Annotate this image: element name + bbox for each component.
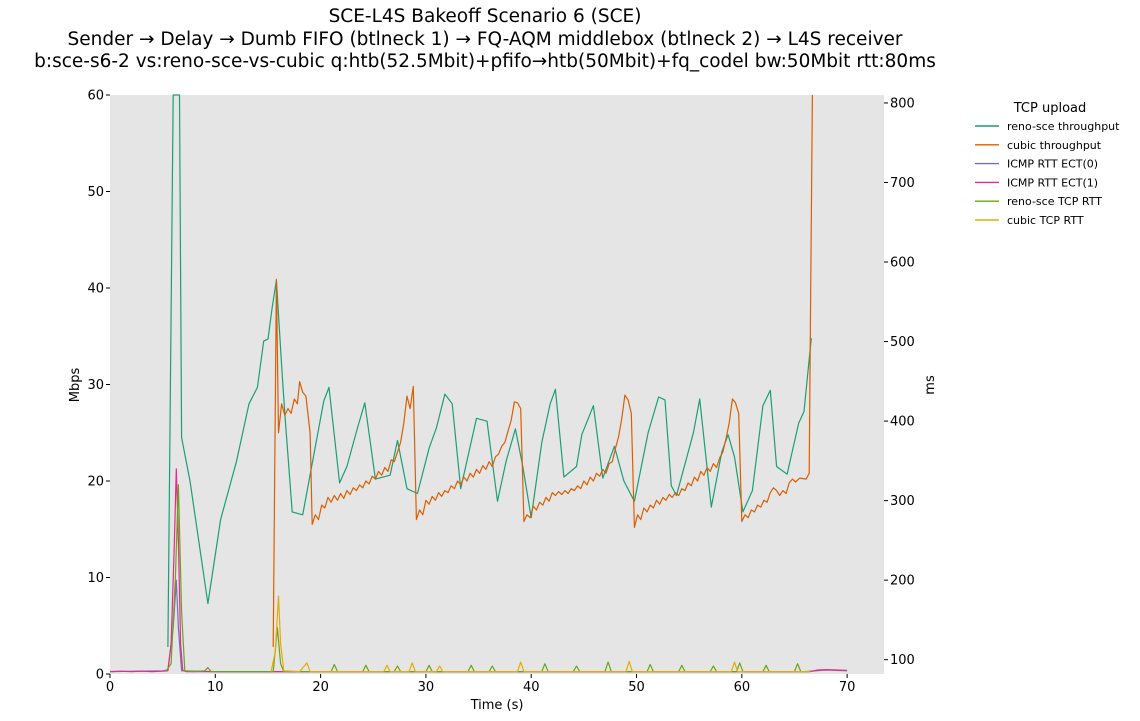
series-line-cubic-tcp-rtt [270,595,811,673]
x-tick-label: 50 [628,680,645,695]
series-line-reno-sce-throughput [167,94,812,648]
series-layer [109,94,848,673]
y-tick-label: 60 [87,89,104,104]
y-tick-label: 20 [87,475,104,490]
x-axis-label: Time (s) [470,698,524,713]
legend-entry: cubic throughput [1007,139,1102,152]
series-line-cubic-throughput [272,94,814,648]
x-tick-label: 30 [418,680,435,695]
y2-tick-label: 600 [890,256,915,271]
y2-tick-label: 500 [890,335,915,350]
x-tick-label: 40 [523,680,540,695]
legend-entry: ICMP RTT ECT(1) [1007,176,1098,189]
y-tick-label: 10 [87,571,104,586]
legend-title: TCP upload [1013,101,1087,116]
y2-axis-label: ms [923,375,938,395]
y2-tick-label: 100 [890,653,915,668]
y-tick-label: 40 [87,282,104,297]
x-tick-label: 70 [839,680,856,695]
x-tick-label: 20 [312,680,329,695]
y-tick-label: 0 [96,668,104,683]
legend-entry: reno-sce throughput [1007,120,1120,133]
plot-area-background [110,95,884,674]
legend-entry: ICMP RTT ECT(0) [1007,158,1098,171]
chart-subtitle-params: b:sce-s6-2 vs:reno-sce-vs-cubic q:htb(52… [34,51,936,72]
y-axis-label: Mbps [68,368,83,403]
legend-entry: reno-sce TCP RTT [1007,195,1102,208]
legend: TCP upload reno-sce throughput cubic thro… [975,101,1120,227]
y2-tick-label: 200 [890,574,915,589]
y-tick-label: 30 [87,378,104,393]
y2-tick-label: 400 [890,415,915,430]
x-tick-label: 0 [106,680,114,695]
chart-subtitle: Sender → Delay → Dumb FIFO (btlneck 1) →… [67,29,903,50]
y2-tick-label: 700 [890,176,915,191]
y2-tick-label: 300 [890,494,915,509]
y-tick-label: 50 [87,185,104,200]
axis-layer: 0 10 20 30 40 50 60 700102030405060100200300400… [87,89,914,696]
y2-tick-label: 800 [890,96,915,111]
chart-title: SCE-L4S Bakeoff Scenario 6 (SCE) [328,6,642,27]
legend-entry: cubic TCP RTT [1007,214,1084,227]
x-tick-label: 60 [734,680,751,695]
x-tick-label: 10 [207,680,224,695]
